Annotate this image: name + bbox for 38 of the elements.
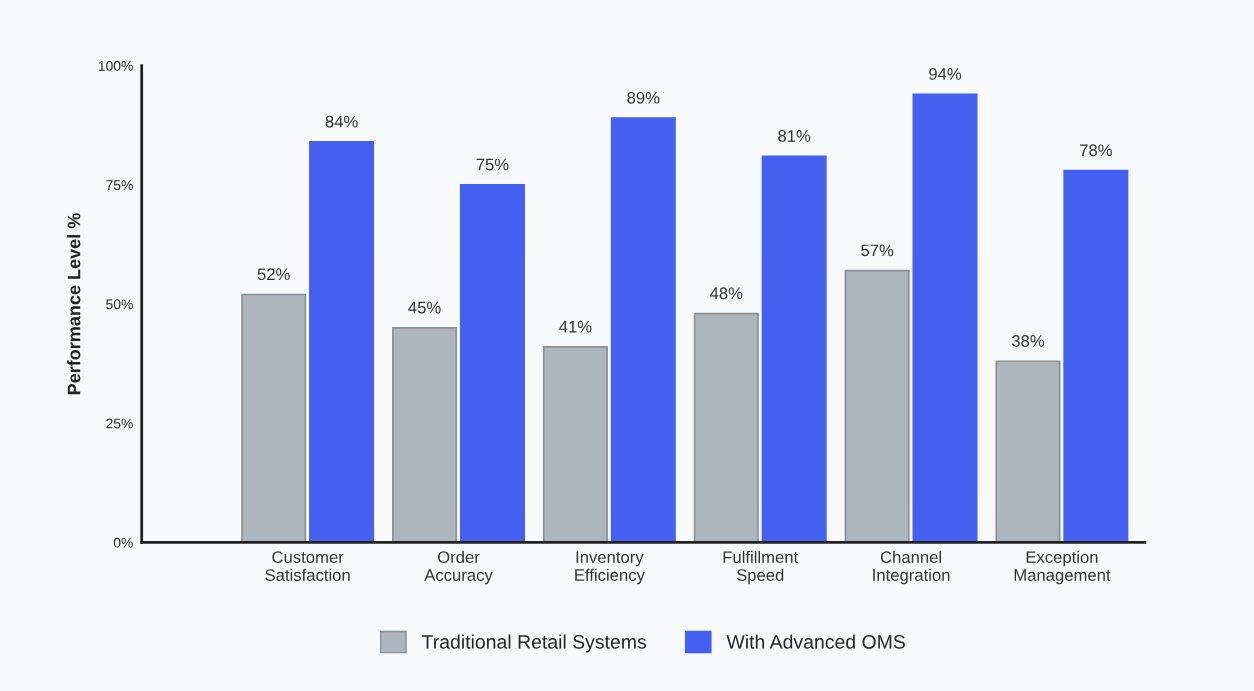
x-tick-label: Order Accuracy bbox=[424, 550, 493, 585]
data-label: 57% bbox=[861, 244, 894, 257]
bar bbox=[995, 360, 1061, 543]
data-label: 38% bbox=[1011, 335, 1045, 347]
data-label: 45% bbox=[408, 301, 441, 314]
y-tick-label: 100% bbox=[98, 60, 133, 71]
bar bbox=[309, 141, 375, 543]
bar bbox=[542, 346, 608, 543]
y-tick-label: 50% bbox=[106, 299, 133, 310]
data-label: 94% bbox=[929, 68, 962, 80]
bar bbox=[392, 327, 458, 543]
bar bbox=[693, 312, 759, 543]
x-tick-label: Inventory Efficiency bbox=[575, 551, 645, 585]
data-label: 48% bbox=[709, 287, 743, 300]
bar bbox=[844, 269, 910, 543]
x-tick-label: Fulfillment Speed bbox=[723, 550, 799, 585]
data-label: 75% bbox=[476, 158, 509, 171]
data-label: 78% bbox=[1080, 144, 1112, 157]
bar bbox=[459, 184, 525, 543]
data-label: 84% bbox=[325, 115, 358, 128]
bar bbox=[761, 155, 827, 543]
y-tick-label: 0% bbox=[113, 537, 133, 548]
x-tick-label: Exception Management bbox=[1014, 550, 1111, 585]
y-axis-title: Performance Level % bbox=[67, 213, 81, 395]
bar bbox=[241, 293, 307, 543]
data-label: 52% bbox=[257, 268, 290, 281]
y-tick-label: 75% bbox=[106, 180, 133, 191]
bar bbox=[610, 117, 676, 543]
data-label: 89% bbox=[627, 91, 660, 104]
data-label: 81% bbox=[778, 130, 811, 142]
x-tick-label: Channel Integration bbox=[873, 550, 950, 585]
y-tick-label: 25% bbox=[106, 418, 133, 429]
x-tick-label: Customer Satisfaction bbox=[265, 551, 350, 581]
data-label: 41% bbox=[559, 320, 592, 333]
legend-label: With Advanced OMS bbox=[726, 634, 905, 649]
legend-label: Traditional Retail Systems bbox=[422, 634, 647, 653]
bar bbox=[912, 93, 978, 543]
bar bbox=[1063, 169, 1129, 543]
